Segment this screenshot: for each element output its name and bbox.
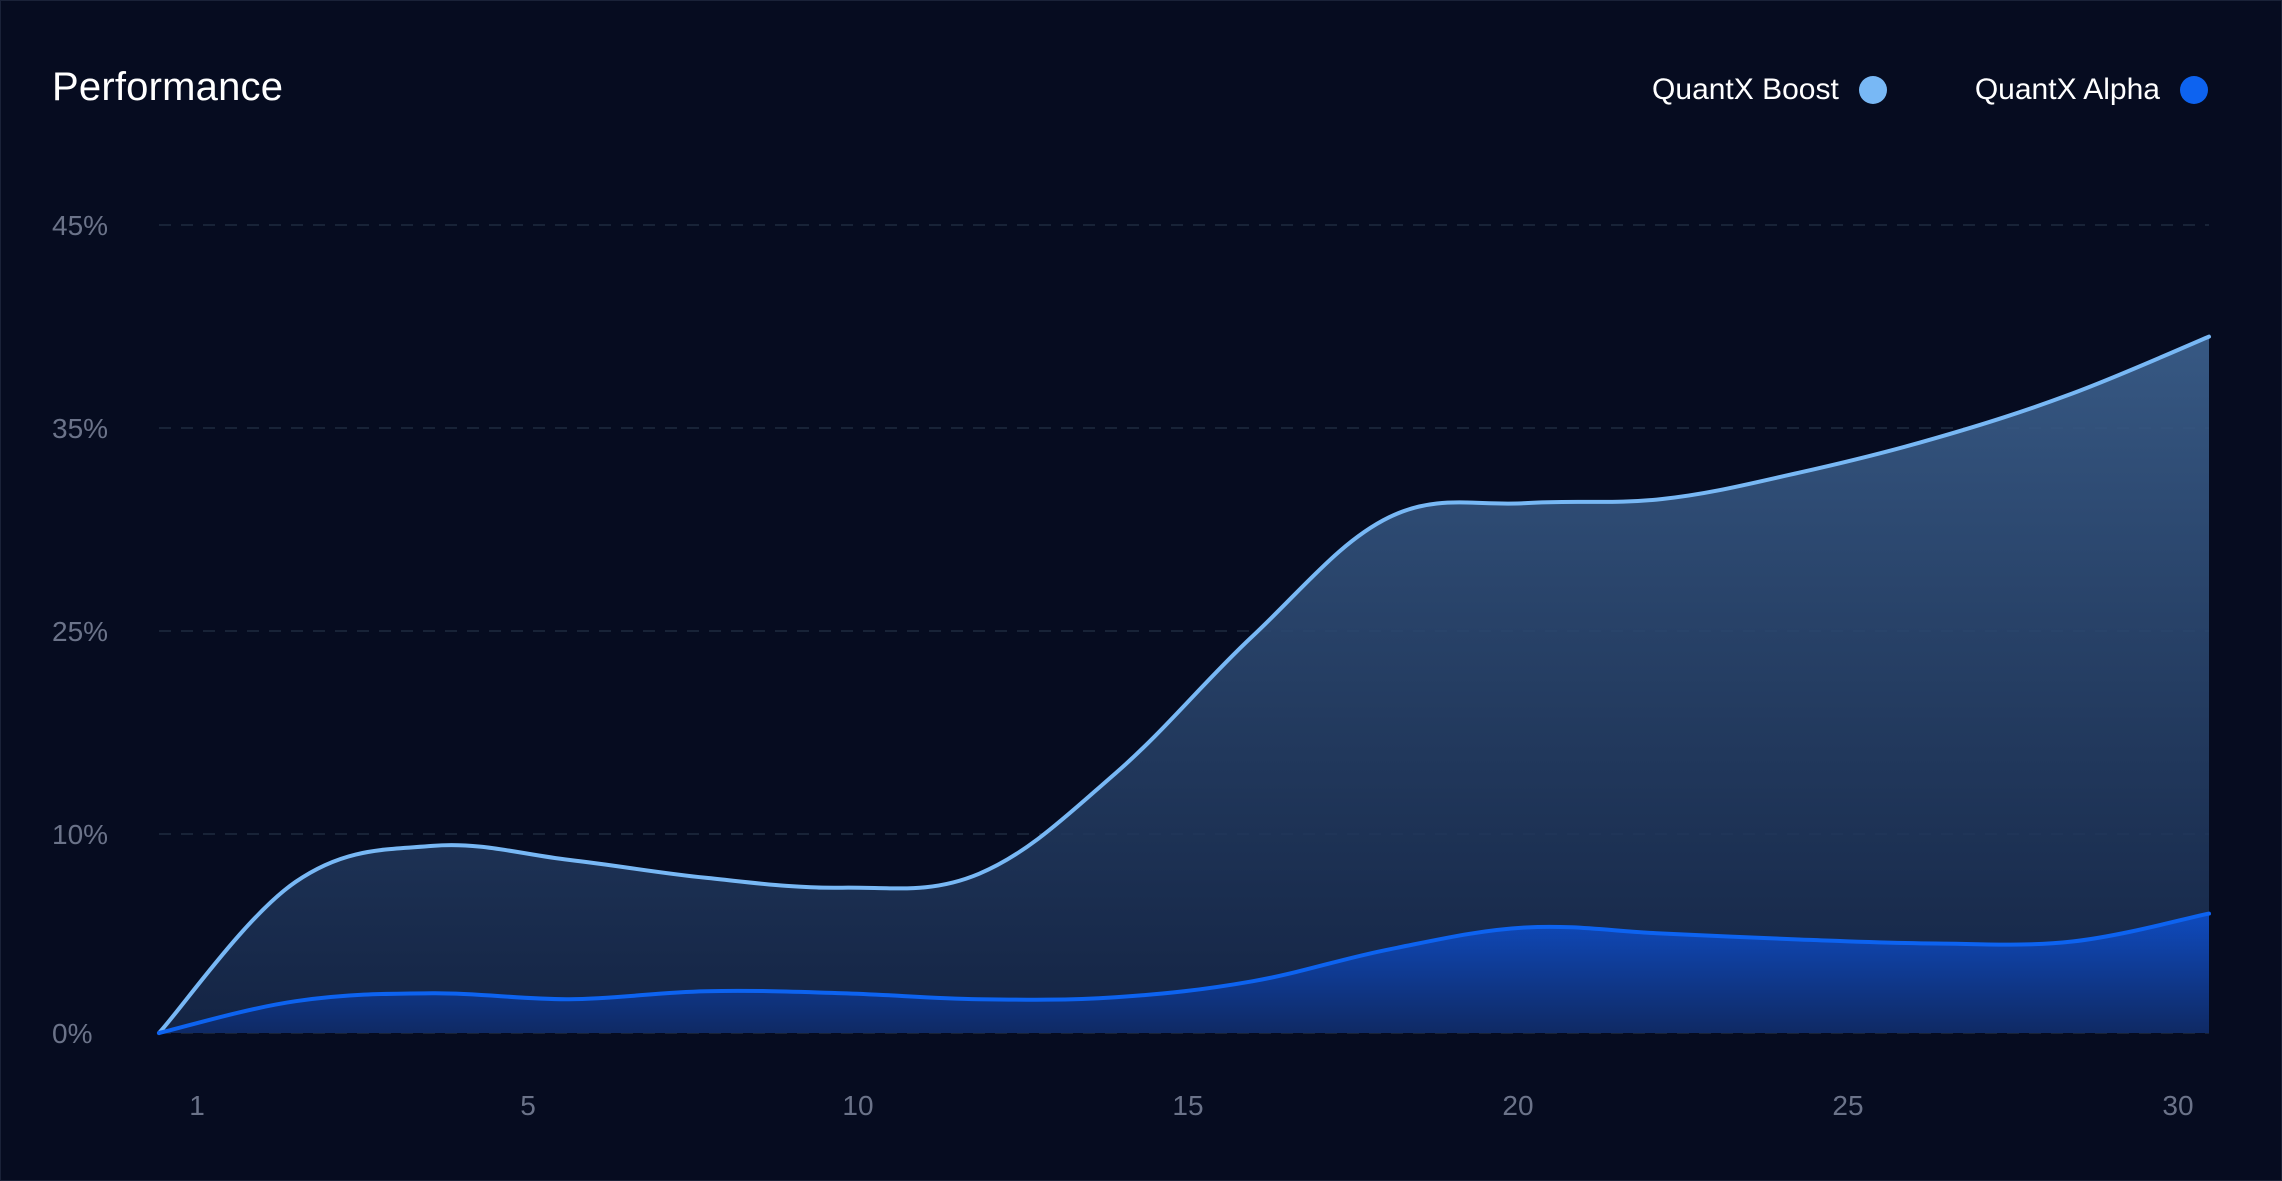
y-tick-label: 25%: [52, 616, 108, 647]
chart-title: Performance: [52, 65, 284, 109]
legend: QuantX Boost QuantX Alpha: [1652, 75, 2208, 105]
y-axis: 0% 10% 25% 35% 45%: [52, 210, 108, 1049]
legend-swatch-boost: [1858, 76, 1887, 104]
x-axis: 1 5 10 15 20 25 30: [189, 1090, 2193, 1121]
x-tick-label: 30: [2162, 1090, 2193, 1121]
area-alpha: [159, 913, 2209, 1033]
line-boost: [157, 334, 2211, 1035]
x-tick-label: 20: [1502, 1090, 1533, 1121]
legend-item-boost[interactable]: QuantX Boost: [1652, 75, 1887, 105]
legend-item-alpha[interactable]: QuantX Alpha: [1975, 75, 2208, 105]
x-tick-label: 25: [1832, 1090, 1863, 1121]
series: [157, 334, 2211, 1035]
x-tick-label: 10: [842, 1090, 873, 1121]
legend-label-alpha: QuantX Alpha: [1974, 73, 2160, 106]
x-tick-label: 1: [189, 1090, 205, 1121]
y-tick-label: 10%: [52, 819, 108, 850]
legend-swatch-alpha: [2180, 76, 2208, 104]
x-tick-label: 15: [1172, 1090, 1203, 1121]
y-tick-label: 0%: [52, 1018, 92, 1049]
y-tick-label: 45%: [52, 210, 108, 241]
area-boost: [159, 336, 2209, 1034]
x-tick-label: 5: [520, 1090, 536, 1121]
legend-label-boost: QuantX Boost: [1652, 73, 1839, 106]
y-tick-label: 35%: [52, 413, 108, 444]
line-alpha: [157, 911, 2211, 1035]
